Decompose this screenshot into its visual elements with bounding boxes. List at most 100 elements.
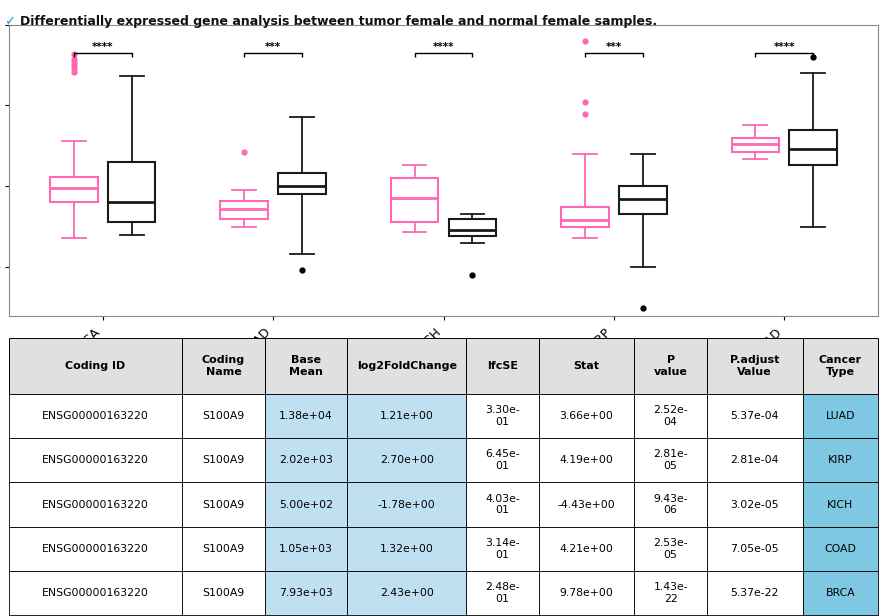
Text: 1.05e+03: 1.05e+03 [279,544,332,554]
PathPatch shape [731,138,779,152]
PathPatch shape [220,201,268,219]
Text: KIRP: KIRP [828,455,851,465]
Bar [182,527,264,571]
Text: 1.32e+00: 1.32e+00 [379,544,433,554]
Bar [706,571,802,615]
Bar [466,438,538,482]
Text: COAD: COAD [823,544,855,554]
Bar [538,482,633,527]
Text: Cancer
Type: Cancer Type [818,355,861,377]
PathPatch shape [278,173,325,195]
Text: 1.43e-
22: 1.43e- 22 [653,582,688,604]
Bar [802,482,877,527]
Bar [706,394,802,438]
Text: 9.78e+00: 9.78e+00 [559,588,613,598]
Text: BRCA: BRCA [825,588,854,598]
Text: 1.21e+00: 1.21e+00 [379,411,433,421]
Bar [182,482,264,527]
Text: S100A9: S100A9 [202,588,245,598]
Bar [466,338,538,394]
Bar [347,527,466,571]
Text: ENSG00000163220: ENSG00000163220 [42,455,149,465]
Text: 3.02e-05: 3.02e-05 [729,500,778,509]
Text: 4.03e-
01: 4.03e- 01 [485,493,519,516]
Text: ****: **** [773,42,794,52]
Bar [633,338,706,394]
Text: ENSG00000163220: ENSG00000163220 [42,544,149,554]
Text: ****: **** [92,42,113,52]
Bar [466,527,538,571]
Bar [466,394,538,438]
Bar [264,394,347,438]
Bar [538,571,633,615]
Bar [802,571,877,615]
Bar [264,482,347,527]
Bar [538,394,633,438]
Text: 6.45e-
01: 6.45e- 01 [485,450,519,471]
Text: S100A9: S100A9 [202,411,245,421]
Text: 4.21e+00: 4.21e+00 [559,544,613,554]
Bar [802,338,877,394]
Bar [347,438,466,482]
Bar [538,527,633,571]
Text: 2.43e+00: 2.43e+00 [379,588,433,598]
Text: 2.81e-04: 2.81e-04 [730,455,778,465]
Text: Differentially expressed gene analysis between tumor female and normal female sa: Differentially expressed gene analysis b… [19,15,656,28]
Bar [538,438,633,482]
Bar [633,482,706,527]
PathPatch shape [561,208,608,227]
Bar [466,571,538,615]
Bar [347,338,466,394]
Bar [347,571,466,615]
Text: 2.81e-
05: 2.81e- 05 [653,450,688,471]
Text: log2FoldChange: log2FoldChange [356,361,456,371]
Text: -1.78e+00: -1.78e+00 [377,500,435,509]
Bar [706,438,802,482]
Bar [706,482,802,527]
Bar [9,527,182,571]
PathPatch shape [618,186,666,214]
Text: 5.37e-22: 5.37e-22 [730,588,778,598]
Text: S100A9: S100A9 [202,500,245,509]
Text: 5.00e+02: 5.00e+02 [279,500,332,509]
Text: P
value: P value [653,355,687,377]
Text: S100A9: S100A9 [202,544,245,554]
Text: ENSG00000163220: ENSG00000163220 [42,500,149,509]
Text: Base
Mean: Base Mean [289,355,323,377]
Bar [264,338,347,394]
Bar [182,394,264,438]
Text: 3.66e+00: 3.66e+00 [559,411,613,421]
Text: ENSG00000163220: ENSG00000163220 [42,588,149,598]
Text: ***: *** [265,42,281,52]
Bar [802,527,877,571]
PathPatch shape [390,178,438,222]
Text: 7.05e-05: 7.05e-05 [729,544,778,554]
Text: 2.53e-
05: 2.53e- 05 [653,538,688,560]
Text: S100A9: S100A9 [202,455,245,465]
Bar [347,394,466,438]
Text: 7.93e+03: 7.93e+03 [279,588,332,598]
Bar [264,438,347,482]
Bar [802,438,877,482]
Text: P.adjust
Value: P.adjust Value [729,355,779,377]
Bar [9,394,182,438]
Text: ENSG00000163220: ENSG00000163220 [42,411,149,421]
Bar [182,571,264,615]
Bar [633,394,706,438]
Bar [633,571,706,615]
Bar [182,338,264,394]
Text: ****: **** [432,42,454,52]
Bar [706,338,802,394]
Bar [706,527,802,571]
Text: LUAD: LUAD [825,411,854,421]
Text: -4.43e+00: -4.43e+00 [557,500,615,509]
Text: Coding
Name: Coding Name [202,355,245,377]
Bar [802,394,877,438]
Text: 4.19e+00: 4.19e+00 [559,455,613,465]
Bar [9,571,182,615]
Text: 5.37e-04: 5.37e-04 [730,411,778,421]
Text: 2.70e+00: 2.70e+00 [379,455,433,465]
Bar [633,438,706,482]
Text: 9.43e-
06: 9.43e- 06 [653,493,688,516]
Text: 2.48e-
01: 2.48e- 01 [485,582,519,604]
